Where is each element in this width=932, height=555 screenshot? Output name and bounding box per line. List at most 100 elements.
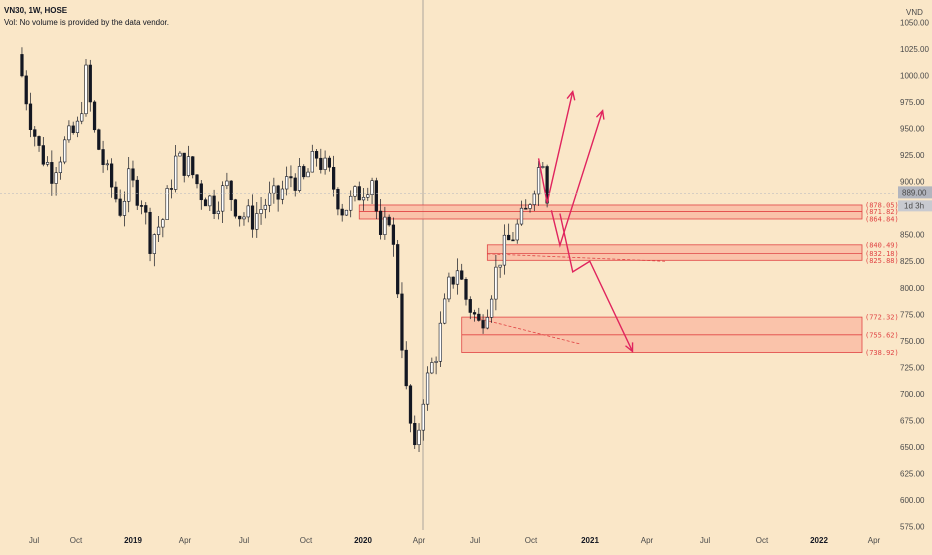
countdown-tag: [898, 200, 932, 212]
candle-body: [366, 194, 370, 198]
price-tick: 975.00: [900, 98, 925, 107]
candle-body: [477, 313, 481, 321]
candle-body: [161, 219, 165, 228]
time-tick: Jul: [700, 536, 710, 545]
candle-body: [519, 207, 524, 225]
time-tick: 2022: [810, 536, 828, 545]
candle-body: [101, 149, 105, 165]
symbol-title: VN30, 1W, HOSE: [4, 6, 68, 15]
candle-body: [541, 166, 545, 168]
arrow-head: [595, 109, 605, 120]
candle-body: [319, 157, 323, 170]
currency-label: VND: [906, 8, 923, 17]
price-tick: 850.00: [900, 231, 925, 240]
candle-body: [280, 188, 285, 200]
candle-body: [447, 276, 451, 300]
candle-body: [88, 64, 92, 103]
candle-body: [310, 151, 314, 173]
price-tick: 725.00: [900, 363, 925, 372]
dashed-guide: [474, 317, 581, 345]
zone-label: (825.88): [865, 257, 899, 265]
candle-body: [156, 226, 161, 235]
last-price-label: 889.00: [902, 188, 927, 197]
price-tick: 1050.00: [900, 19, 929, 28]
countdown-label: 1d 3h: [904, 201, 924, 210]
support-zone: [486, 244, 863, 261]
zone-label: (864.84): [865, 215, 899, 223]
candle-body: [306, 171, 310, 178]
candle-body: [327, 157, 331, 168]
candle-body: [387, 216, 391, 226]
candle-body: [349, 195, 353, 211]
time-tick: Jul: [239, 536, 249, 545]
candle-body: [122, 200, 127, 216]
candle-body: [221, 185, 225, 212]
candle-body: [524, 207, 528, 210]
price-tick: 1025.00: [900, 45, 929, 54]
time-tick: 2021: [581, 536, 599, 545]
candle-body: [455, 270, 460, 285]
candle-body: [212, 195, 216, 214]
candle-body: [109, 163, 114, 188]
candle-body: [408, 385, 413, 424]
candle-body: [293, 177, 297, 191]
candle-body: [502, 234, 507, 266]
candle-body: [507, 234, 511, 241]
price-tick: 625.00: [900, 469, 925, 478]
time-tick: Oct: [70, 536, 83, 545]
candle-body: [263, 204, 267, 210]
time-tick: Jul: [470, 536, 480, 545]
candle-body: [472, 312, 477, 315]
candle-body: [199, 183, 203, 201]
candle-body: [383, 216, 387, 235]
candle-body: [250, 205, 255, 230]
candle-body: [229, 180, 233, 201]
candle-body: [370, 180, 374, 195]
candle-body: [169, 188, 174, 190]
candle-body: [489, 298, 494, 318]
candle-body: [443, 298, 447, 324]
candle-body: [460, 270, 464, 280]
candle-body: [545, 166, 549, 204]
zone-label: (871.82): [865, 208, 899, 216]
candle-body: [314, 151, 319, 159]
candle-body: [45, 162, 50, 165]
price-tick: 925.00: [900, 151, 925, 160]
candle-body: [468, 299, 472, 313]
candle-body: [233, 199, 238, 217]
candle-body: [451, 276, 455, 285]
candle-body: [195, 174, 199, 185]
candle-body: [255, 213, 259, 230]
candle-body: [71, 125, 75, 133]
candle-body: [289, 176, 293, 179]
zone-label: (755.62): [865, 331, 899, 339]
candle-body: [165, 188, 169, 220]
candle-body: [302, 166, 306, 178]
candle-body: [152, 234, 156, 254]
candle-body: [178, 152, 182, 157]
candle-body: [378, 210, 383, 235]
zone-label: (878.05): [865, 201, 899, 209]
candle-body: [92, 101, 97, 131]
candle-body: [84, 64, 88, 115]
zone-label: (832.18): [865, 250, 899, 258]
candle-body: [58, 161, 63, 174]
candle-body: [225, 180, 229, 187]
time-tick: Apr: [868, 536, 881, 545]
zone-label: (738.92): [865, 349, 899, 357]
candle-body: [485, 317, 489, 329]
price-tick: 825.00: [900, 257, 925, 266]
candle-body: [536, 167, 541, 195]
candle-body: [191, 156, 195, 176]
zone-label: (840.49): [865, 241, 899, 249]
candle-body: [54, 172, 58, 184]
price-tick: 775.00: [900, 310, 925, 319]
candle-body: [421, 403, 425, 431]
time-tick: Apr: [413, 536, 426, 545]
candle-body: [216, 210, 220, 214]
candle-body: [353, 186, 357, 197]
candle-body: [63, 139, 67, 163]
